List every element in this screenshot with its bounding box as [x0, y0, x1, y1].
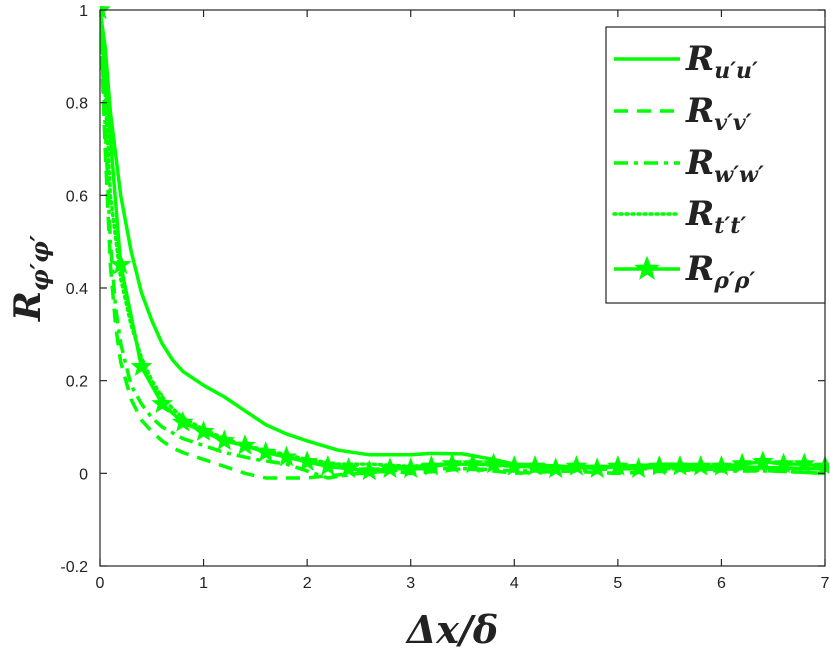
x-tick-label: 3 — [406, 575, 415, 592]
legend: Ru′u′ Rv′v′ Rw′w′ Rt′t′ Rρ′ρ′ — [605, 26, 826, 304]
series-marker — [482, 452, 505, 474]
y-tick-label: 0.4 — [66, 281, 88, 298]
series-marker — [669, 454, 691, 476]
series-marker — [234, 434, 256, 455]
series-marker — [586, 457, 609, 478]
y-tick-label: 0.8 — [66, 96, 88, 113]
x-tick-label: 6 — [717, 575, 726, 592]
legend-label-1: Ru′u′ — [685, 39, 758, 84]
series-lines — [100, 6, 829, 481]
x-tick-label: 4 — [510, 575, 519, 592]
series-marker — [337, 457, 360, 478]
x-axis-title: Δx/δ — [405, 607, 498, 652]
series-marker — [100, 6, 111, 20]
series-marker — [689, 454, 712, 476]
series-marker — [130, 355, 153, 377]
series-marker — [358, 459, 381, 481]
legend-box — [605, 26, 826, 304]
series-marker — [420, 454, 443, 476]
series-marker — [275, 445, 298, 467]
series-marker — [772, 452, 795, 474]
series-marker — [793, 452, 816, 474]
series-marker — [524, 454, 546, 476]
series-marker — [627, 457, 650, 478]
y-tick-label: 0.2 — [66, 374, 88, 391]
series-marker — [151, 392, 174, 414]
series-marker — [296, 450, 319, 471]
x-tick-label: 0 — [96, 575, 105, 592]
legend-marker — [634, 255, 660, 280]
series-marker — [192, 420, 215, 441]
series-marker — [710, 454, 733, 476]
series-marker — [544, 457, 567, 478]
legend-label-3: Rw′w′ — [685, 143, 764, 188]
series-marker — [648, 454, 671, 476]
series-marker — [731, 452, 754, 474]
series-marker — [171, 410, 194, 432]
y-axis-title-sub: φ′φ′ — [25, 234, 54, 291]
axis-titles: Δx/δ Rφ′φ′ — [7, 234, 498, 652]
tick-labels: 0 1 2 3 4 5 6 7 -0.2 0 0.2 0.4 0.6 0.8 1 — [60, 3, 829, 592]
x-tick-label: 5 — [613, 575, 622, 592]
series-marker — [399, 457, 422, 478]
y-axis-title-text: Rφ′φ′ — [7, 234, 54, 322]
series-line-3 — [100, 9, 826, 480]
y-tick-label: 1 — [79, 3, 88, 20]
y-tick-label: -0.2 — [60, 559, 88, 576]
series-marker — [565, 454, 588, 476]
series-marker — [316, 454, 339, 476]
x-tick-label: 7 — [821, 575, 830, 592]
series-marker — [461, 452, 484, 474]
series-marker — [503, 454, 526, 476]
legend-label-4: Rt′t′ — [685, 194, 746, 239]
series-marker — [606, 454, 629, 476]
y-axis-title-main: R — [7, 291, 49, 322]
series-marker — [213, 429, 236, 451]
x-tick-label: 2 — [303, 575, 312, 592]
x-tick-label: 1 — [199, 575, 208, 592]
legend-label-2: Rv′v′ — [685, 91, 752, 136]
series-marker — [751, 450, 774, 471]
y-axis-title: Rφ′φ′ — [7, 234, 54, 322]
series-marker — [109, 253, 132, 275]
series-marker — [379, 457, 401, 478]
y-tick-label: 0.6 — [66, 188, 88, 205]
y-tick-label: 0 — [79, 466, 88, 483]
legend-label-5: Rρ′ρ′ — [685, 249, 755, 294]
series-marker — [441, 452, 464, 474]
series-marker — [254, 441, 277, 462]
